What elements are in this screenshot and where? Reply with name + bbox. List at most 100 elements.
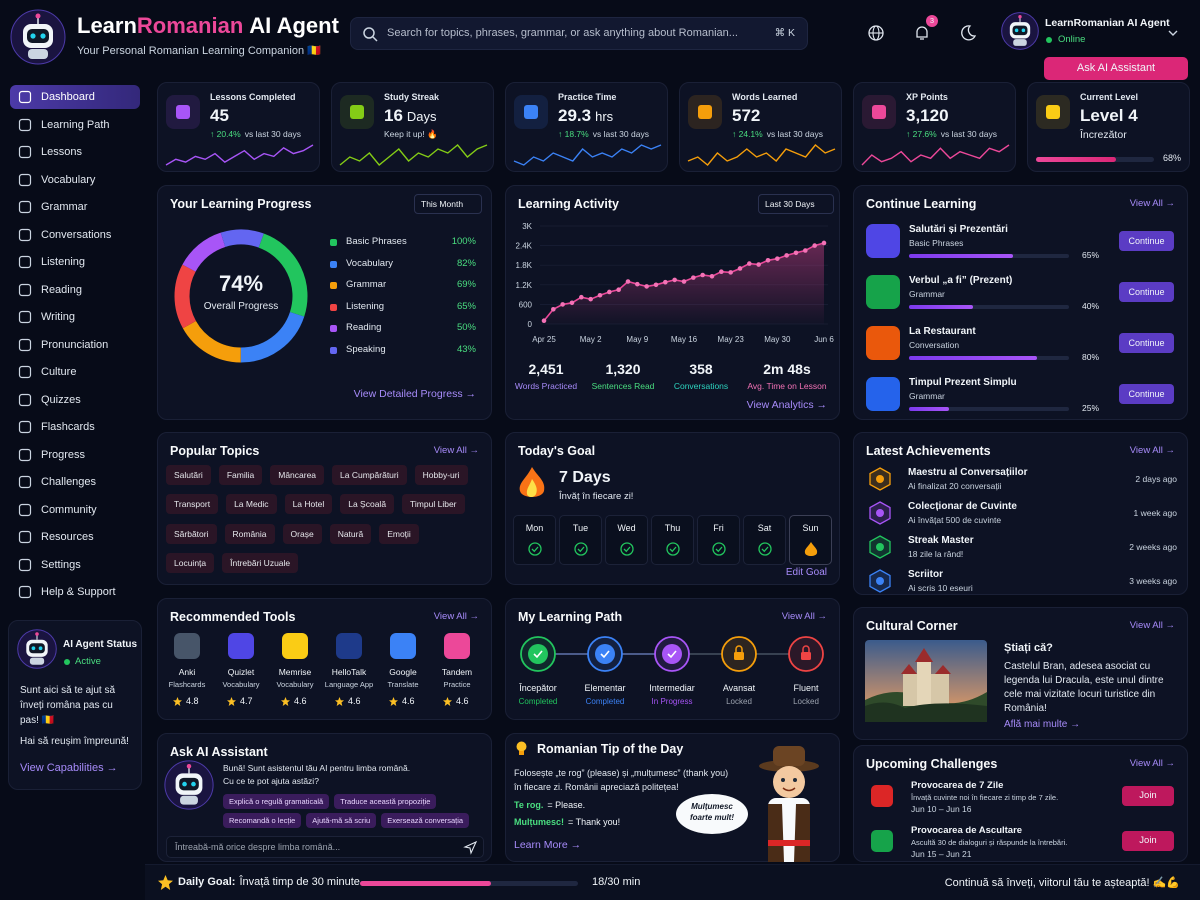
nav-item[interactable]: Learning Path: [10, 113, 140, 137]
topic-tag[interactable]: Orașe: [282, 523, 322, 544]
culture-more-link[interactable]: Află mai multe →: [1004, 719, 1081, 730]
topic-tag[interactable]: Mâncarea: [270, 465, 325, 485]
suggestion-chip[interactable]: Traduce această propoziție: [334, 794, 437, 809]
suggestion-chip[interactable]: Recomandă o lecție: [223, 813, 302, 828]
summary-label: Words Practiced: [514, 381, 578, 391]
topic-tag[interactable]: La Hotel: [284, 494, 333, 515]
nav-item[interactable]: Quizzes: [10, 388, 140, 412]
moon-icon: [961, 25, 977, 41]
topic-tag[interactable]: Sărbători: [166, 523, 217, 544]
nav-item[interactable]: Challenges: [10, 470, 140, 494]
view-all-link[interactable]: View All →: [433, 445, 479, 456]
lesson-progress-fill-track: [909, 305, 1069, 309]
view-all-link[interactable]: View All →: [1129, 198, 1175, 209]
nav-item[interactable]: Community: [10, 498, 140, 522]
tool-icon[interactable]: [336, 633, 362, 659]
nav-item[interactable]: Reading: [10, 278, 140, 302]
lock-shackle: [802, 645, 810, 652]
nav-icon-shape: [18, 448, 32, 461]
view-all-link[interactable]: View All →: [433, 611, 479, 622]
tool-category: Vocabulary: [276, 680, 314, 689]
stat-label: Current Level: [1080, 92, 1139, 102]
view-all-link[interactable]: View All →: [1129, 758, 1175, 769]
handle: [372, 36, 378, 42]
nav-item[interactable]: Vocabulary: [10, 168, 140, 192]
tool-icon[interactable]: [228, 633, 254, 659]
globe-button[interactable]: [862, 19, 890, 47]
tool-icon[interactable]: [174, 633, 200, 659]
suggestion-chip[interactable]: Exersează conversația: [381, 813, 470, 828]
topic-tag[interactable]: Timpul Liber: [402, 494, 465, 515]
achievement-time: 2 weeks ago: [1129, 542, 1177, 552]
topic-tag[interactable]: Salutări: [166, 465, 211, 485]
view-all-link[interactable]: View Analytics →: [746, 399, 827, 411]
view-all-link[interactable]: View All →: [781, 611, 827, 622]
roof: [901, 664, 917, 674]
activity-point: [560, 302, 565, 307]
flame-core: [526, 479, 537, 497]
activity-point: [541, 318, 547, 324]
continue-button[interactable]: Continue: [1119, 333, 1174, 353]
continue-button[interactable]: Continue: [1119, 231, 1174, 251]
stat-icon: [1036, 95, 1070, 129]
tool-icon[interactable]: [390, 633, 416, 659]
nav-item[interactable]: Grammar: [10, 195, 140, 219]
suggestion-chip[interactable]: Explică o regulă gramaticală: [223, 794, 330, 809]
nav-item[interactable]: Progress: [10, 443, 140, 467]
topic-tag[interactable]: Natură: [329, 523, 372, 544]
view-all-link[interactable]: View All →: [1129, 445, 1175, 456]
legend-value: 82%: [456, 257, 476, 269]
nav-item[interactable]: Lessons: [10, 140, 140, 164]
nav-item[interactable]: Help & Support: [10, 580, 140, 604]
nav-item[interactable]: Pronunciation: [10, 333, 140, 357]
tool-icon[interactable]: [282, 633, 308, 659]
period-dropdown[interactable]: Last 30 Days: [758, 194, 834, 214]
topic-tag[interactable]: La Cumpărături: [332, 465, 407, 485]
topic-tag[interactable]: La Medic: [226, 494, 277, 515]
topic-tag[interactable]: Locuința: [166, 552, 215, 573]
topic-tag[interactable]: Emoții: [379, 523, 419, 544]
topic-tag[interactable]: Întrebări Uzuale: [222, 552, 299, 573]
topic-tag[interactable]: La Școală: [340, 494, 395, 515]
view-all-link[interactable]: View All →: [1129, 620, 1175, 631]
day-box: Mon: [513, 515, 556, 565]
theme-button[interactable]: [954, 19, 982, 47]
nav-item[interactable]: Resources: [10, 525, 140, 549]
topic-tag[interactable]: Hobby-uri: [414, 465, 468, 485]
join-button[interactable]: Join: [1122, 786, 1174, 806]
nav-item[interactable]: Culture: [10, 360, 140, 384]
tool-category: Flashcards: [168, 680, 206, 689]
suggestion-chip[interactable]: Ajută-mă să scriu: [306, 813, 377, 828]
view-all-link[interactable]: View Detailed Progress →: [353, 388, 476, 400]
agent-status-value: Active: [75, 656, 101, 667]
ask-ai-button[interactable]: Ask AI Assistant: [1044, 57, 1188, 80]
x-tick-label: Apr 25: [532, 335, 556, 344]
continue-button[interactable]: Continue: [1119, 282, 1174, 302]
continue-button[interactable]: Continue: [1119, 384, 1174, 404]
nav-item[interactable]: Settings: [10, 553, 140, 577]
search-box[interactable]: Search for topics, phrases, grammar, or …: [350, 17, 808, 50]
nav-item[interactable]: Flashcards: [10, 415, 140, 439]
footer-bar: Daily Goal: Învață timp de 30 minute 18/30…: [145, 864, 1200, 900]
nav-item[interactable]: Dashboard: [10, 85, 140, 109]
rating-star: [227, 697, 236, 706]
y-tick-label: 3K: [522, 222, 532, 231]
topic-tag[interactable]: România: [224, 523, 275, 544]
assistant-input[interactable]: Întreabă-mă orice despre limba română...: [166, 836, 484, 858]
period-dropdown[interactable]: This Month: [414, 194, 482, 214]
topic-tag[interactable]: Familia: [218, 465, 263, 485]
nav-item[interactable]: Writing: [10, 305, 140, 329]
join-button[interactable]: Join: [1122, 831, 1174, 851]
nav-item[interactable]: Conversations: [10, 223, 140, 247]
learn-more-link[interactable]: Learn More →: [514, 839, 582, 851]
user-name: LearnRomanian AI Agent: [1045, 17, 1170, 29]
check-circle: [666, 542, 680, 556]
online-dot: [1046, 37, 1052, 43]
nav-item[interactable]: Listening: [10, 250, 140, 274]
topic-tag[interactable]: Transport: [166, 494, 219, 515]
stat-number: 16: [384, 106, 403, 125]
view-capabilities-link[interactable]: View Capabilities →: [20, 762, 118, 774]
edit-goal-link[interactable]: Edit Goal: [785, 567, 827, 578]
step-core: [595, 644, 615, 664]
tool-icon[interactable]: [444, 633, 470, 659]
